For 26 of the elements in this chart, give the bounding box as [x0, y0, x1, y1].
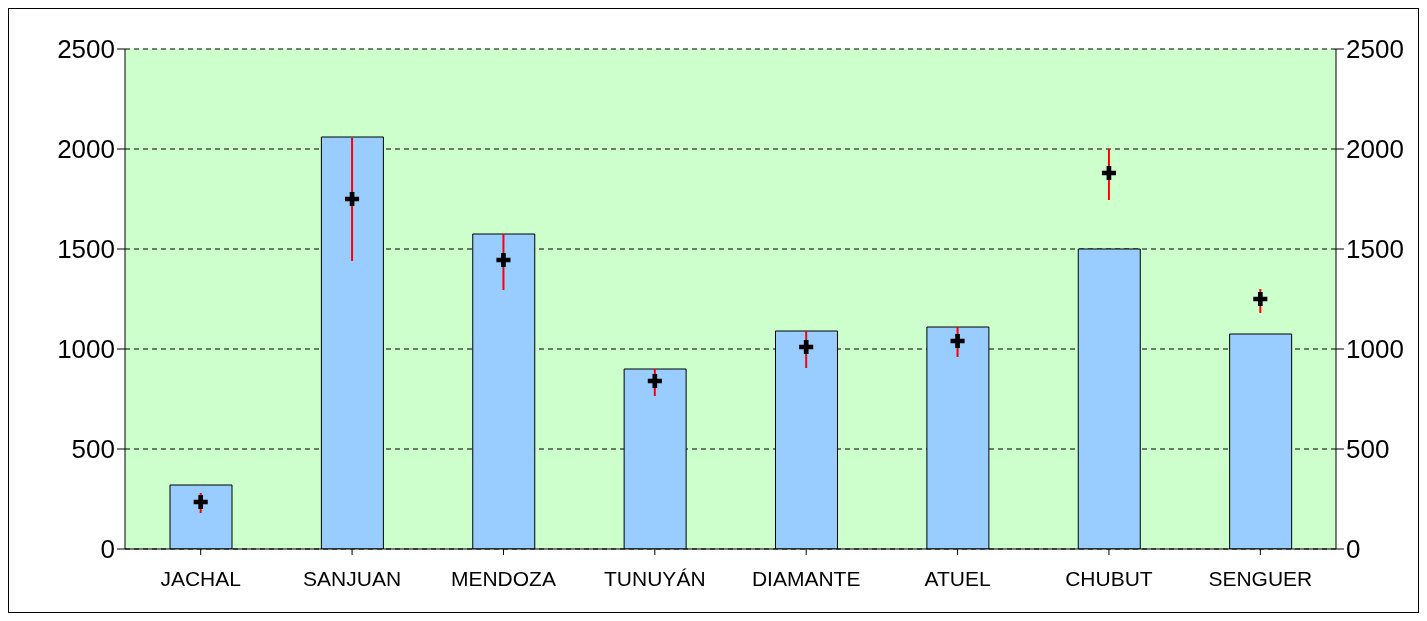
x-tick-label: MENDOZA: [450, 566, 556, 590]
y2-tick-label: 1500: [1346, 234, 1404, 265]
x-tick-label: SANJUAN: [303, 566, 402, 590]
y-tick-label: 2500: [57, 34, 115, 65]
y-tick-label: 1500: [57, 234, 115, 265]
point: [799, 339, 814, 355]
x-tick-label: DIAMANTE: [751, 566, 861, 590]
point: [647, 373, 662, 389]
y2-tick-label: 500: [1346, 434, 1390, 465]
y-tick-label: 500: [71, 434, 115, 465]
y-tick-label: 2000: [57, 134, 115, 165]
y-tick-label: 1000: [57, 334, 115, 365]
point: [193, 494, 208, 510]
x-tick-label: JACHAL: [160, 566, 241, 590]
y-tick-label: 0: [100, 534, 115, 565]
point: [950, 333, 965, 349]
x-tick-label: TUNUYÁN: [604, 566, 706, 590]
x-tick-label: SENGUER: [1208, 566, 1313, 590]
y2-tick-label: 0: [1346, 534, 1361, 565]
point: [1253, 291, 1268, 307]
y2-tick-label: 2000: [1346, 134, 1404, 165]
y2-tick-label: 1000: [1346, 334, 1404, 365]
x-tick-label: CHUBUT: [1065, 566, 1153, 590]
x-tick-label: ATUEL: [924, 566, 991, 590]
y2-tick-label: 2500: [1346, 34, 1404, 65]
point: [496, 252, 511, 268]
